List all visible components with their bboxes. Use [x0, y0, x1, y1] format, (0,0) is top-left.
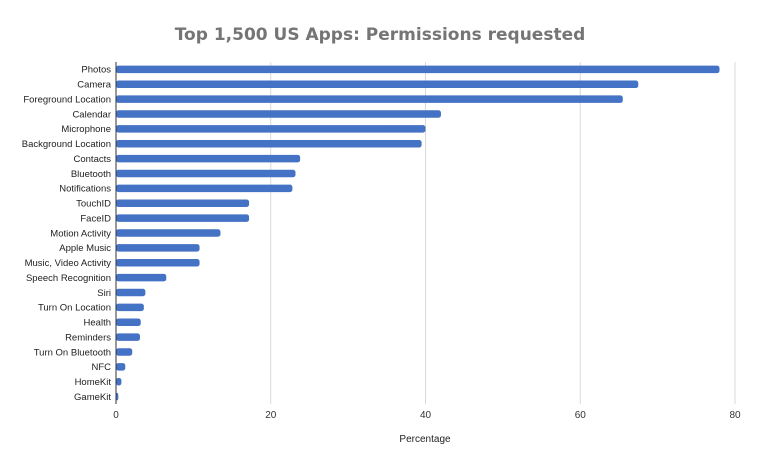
bar-calendar	[116, 110, 441, 118]
category-label-background-location: Background Location	[22, 139, 111, 150]
x-tick-label-60: 60	[575, 410, 587, 421]
bar-contacts	[116, 154, 301, 163]
x-tick-label-0: 0	[113, 410, 119, 421]
category-label-notifications: Notifications	[59, 184, 111, 195]
x-tick-label-40: 40	[420, 410, 432, 421]
bar-nfc	[116, 363, 126, 371]
x-tick-label-20: 20	[265, 410, 277, 421]
category-label-touchid: TouchID	[76, 199, 111, 210]
bar-gamekit	[116, 392, 119, 401]
gridlines	[270, 62, 736, 404]
category-label-bluetooth: Bluetooth	[71, 169, 111, 180]
bar-siri	[116, 288, 146, 297]
bar-faceid	[116, 214, 250, 222]
bar-camera	[116, 80, 639, 89]
bar-health	[116, 318, 141, 326]
category-label-turn-on-location: Turn On Location	[38, 303, 111, 314]
category-label-health: Health	[84, 318, 111, 329]
category-label-faceid: FaceID	[80, 213, 111, 224]
category-label-camera: Camera	[77, 80, 112, 91]
bar-apple-music	[116, 244, 200, 252]
category-label-apple-music: Apple Music	[59, 243, 111, 254]
category-label-calendar: Calendar	[72, 109, 111, 120]
bar-photos	[116, 65, 720, 74]
category-label-foreground-location: Foreground Location	[23, 94, 111, 105]
x-tick-label-80: 80	[729, 410, 741, 421]
category-label-microphone: Microphone	[61, 124, 111, 135]
bar-music-video-activity	[116, 258, 200, 267]
bar-turn-on-location	[116, 303, 144, 312]
category-label-homekit: HomeKit	[75, 377, 112, 388]
bar-turn-on-bluetooth	[116, 348, 133, 356]
bar-motion-activity	[116, 229, 221, 237]
category-label-speech-recognition: Speech Recognition	[26, 273, 111, 284]
bar-speech-recognition	[116, 273, 167, 282]
bar-foreground-location	[116, 95, 623, 103]
category-label-reminders: Reminders	[65, 332, 111, 343]
category-label-siri: Siri	[97, 288, 111, 299]
bar-homekit	[116, 377, 122, 386]
x-axis-title: Percentage	[399, 434, 451, 445]
bar-notifications	[116, 184, 293, 193]
category-label-music-video-activity: Music, Video Activity	[25, 258, 112, 269]
bar-reminders	[116, 333, 140, 341]
chart-title: Top 1,500 US Apps: Permissions requested	[175, 25, 586, 45]
category-label-motion-activity: Motion Activity	[50, 228, 111, 239]
category-label-nfc: NFC	[91, 362, 111, 373]
category-label-turn-on-bluetooth: Turn On Bluetooth	[34, 347, 111, 358]
bar-background-location	[116, 140, 422, 148]
bars	[116, 65, 720, 401]
category-labels: Photos Camera Foreground Location Calendar M…	[22, 65, 112, 403]
bar-microphone	[116, 125, 426, 133]
category-label-contacts: Contacts	[74, 154, 112, 165]
bar-bluetooth	[116, 169, 296, 178]
category-label-photos: Photos	[81, 65, 111, 76]
category-label-gamekit: GameKit	[74, 392, 111, 403]
bar-touchid	[116, 199, 250, 208]
x-axis-ticks: 0 20 40 60 80	[113, 410, 741, 421]
